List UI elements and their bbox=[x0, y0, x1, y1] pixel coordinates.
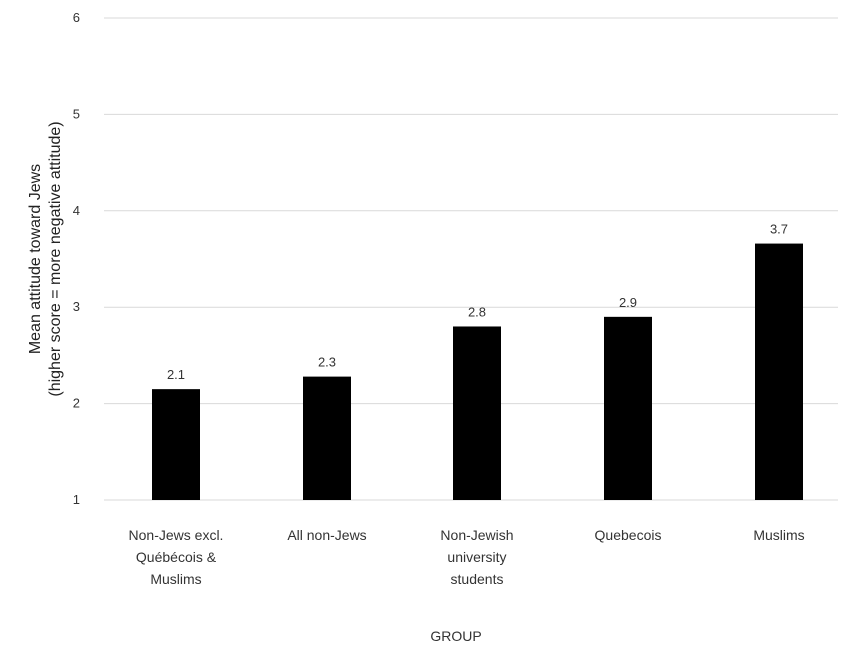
x-axis-title: GROUP bbox=[430, 628, 481, 644]
y-tick-labels: 1 2 3 4 5 6 bbox=[73, 10, 80, 507]
y-tick-label: 4 bbox=[73, 203, 80, 218]
x-tick-label: Non-Jews excl. Québécois & Muslims bbox=[129, 527, 224, 587]
data-label: 2.3 bbox=[318, 355, 336, 370]
y-tick-label: 3 bbox=[73, 299, 80, 314]
y-axis-title-text: Mean attitude toward Jews (higher score =… bbox=[27, 121, 64, 396]
x-tick-label: Non-Jewish university students bbox=[440, 527, 513, 587]
bar bbox=[755, 243, 803, 501]
data-label: 3.7 bbox=[770, 222, 788, 237]
bars bbox=[152, 243, 803, 501]
bar bbox=[303, 376, 351, 500]
x-tick-label: Muslims bbox=[753, 527, 804, 543]
data-labels: 2.1 2.3 2.8 2.9 3.7 bbox=[167, 222, 788, 383]
bar bbox=[152, 389, 200, 500]
y-tick-label: 5 bbox=[73, 106, 80, 121]
y-tick-label: 1 bbox=[73, 492, 80, 507]
x-tick-label: All non-Jews bbox=[287, 527, 366, 543]
y-tick-label: 2 bbox=[73, 396, 80, 411]
data-label: 2.9 bbox=[619, 295, 637, 310]
x-tick-label: Quebecois bbox=[595, 527, 662, 543]
gridlines bbox=[104, 17, 838, 501]
data-label: 2.8 bbox=[468, 304, 486, 319]
bar bbox=[453, 326, 501, 500]
x-category-labels: Non-Jews excl. Québécois & Muslims All non-… bbox=[129, 527, 805, 587]
y-axis-title: Mean attitude toward Jews (higher score =… bbox=[27, 121, 64, 396]
y-tick-label: 6 bbox=[73, 10, 80, 25]
bar bbox=[604, 316, 652, 500]
data-label: 2.1 bbox=[167, 367, 185, 382]
